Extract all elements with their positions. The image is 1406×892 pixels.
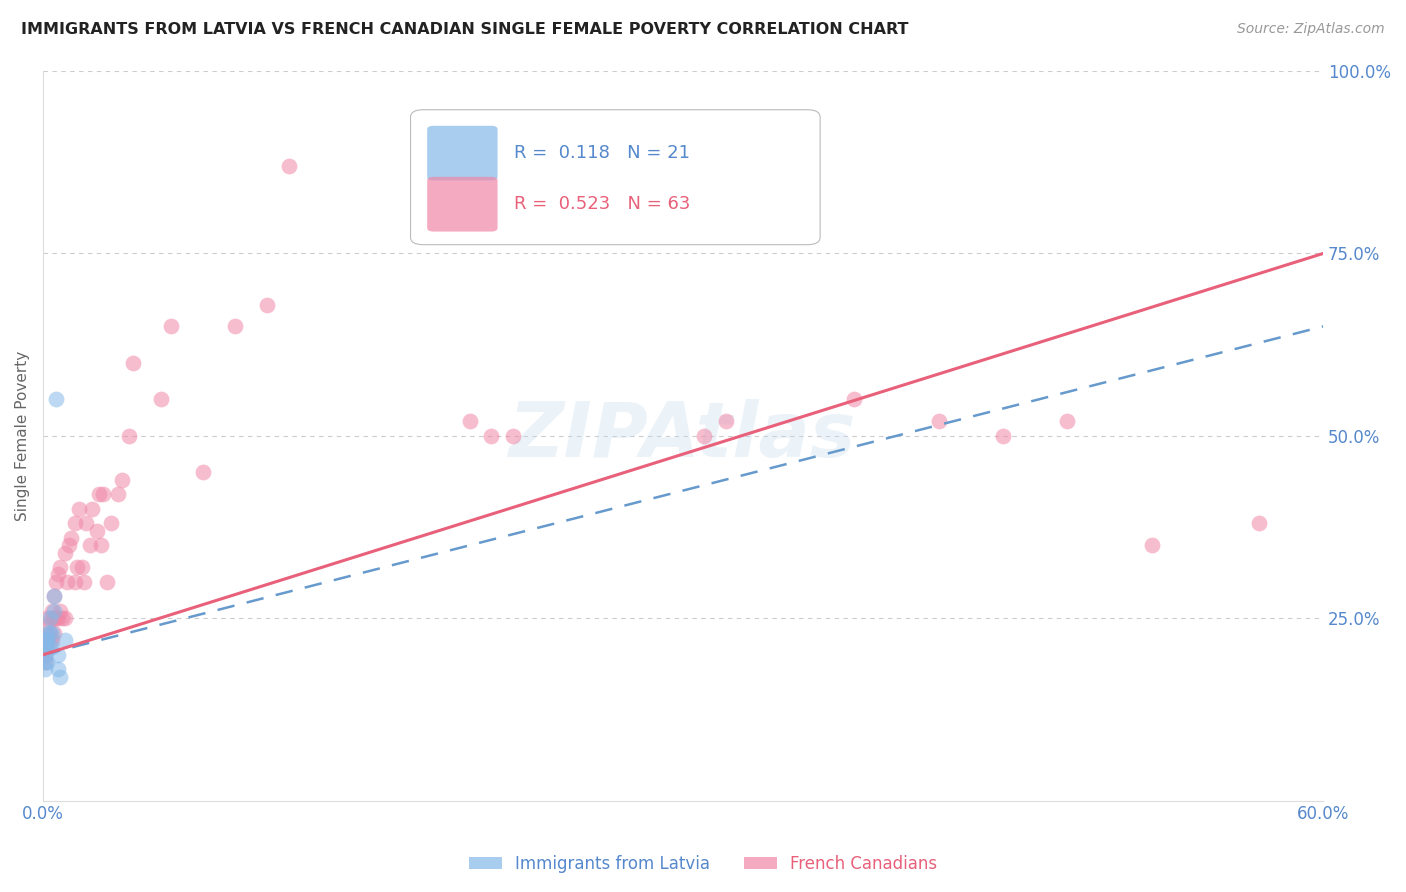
Point (37, 611, 59, 625)
Point (1249, 516, 1271, 531)
Point (149, 392, 172, 407)
Point (90, 538, 112, 552)
Point (45, 392, 67, 407)
Point (70, 560, 93, 574)
Point (38, 633, 60, 648)
Point (928, 414, 950, 428)
Point (34, 633, 56, 648)
Point (256, 297, 278, 311)
Point (1142, 538, 1164, 552)
Point (37, 633, 59, 648)
Point (117, 429, 139, 443)
Point (34, 640, 56, 655)
Point (49, 670, 72, 684)
Point (100, 516, 122, 531)
Point (37, 633, 59, 648)
Point (87, 487, 110, 501)
Point (42, 590, 65, 604)
Point (63, 516, 86, 531)
Point (79, 538, 101, 552)
Point (224, 319, 246, 334)
Point (38, 625, 60, 640)
Point (693, 429, 716, 443)
Point (45, 574, 67, 589)
Text: R =  0.118   N = 21: R = 0.118 N = 21 (515, 145, 690, 162)
Point (41, 633, 63, 648)
Legend: Immigrants from Latvia, French Canadians: Immigrants from Latvia, French Canadians (463, 848, 943, 880)
Point (45, 611, 67, 625)
Point (37, 640, 59, 655)
Text: ZIPAtlas: ZIPAtlas (509, 399, 856, 473)
Point (34, 662, 56, 676)
Point (46, 662, 69, 676)
Point (1056, 414, 1078, 428)
Point (121, 356, 143, 370)
Point (73, 574, 96, 589)
Point (42, 604, 65, 618)
FancyBboxPatch shape (411, 110, 820, 244)
Point (458, 414, 481, 428)
Point (53, 611, 76, 625)
Point (58, 538, 80, 552)
Point (38, 640, 60, 655)
Point (111, 473, 134, 487)
Point (38, 611, 60, 625)
Point (46, 648, 69, 662)
Point (37, 625, 59, 640)
Point (91, 487, 114, 501)
Point (34, 648, 56, 662)
Point (75, 516, 97, 531)
Point (69, 501, 91, 516)
Point (41, 640, 63, 655)
Point (53, 633, 76, 648)
Point (38, 625, 60, 640)
Point (46, 567, 69, 582)
Point (66, 560, 89, 574)
Point (41, 625, 63, 640)
Point (842, 392, 865, 407)
Point (42, 611, 65, 625)
Text: IMMIGRANTS FROM LATVIA VS FRENCH CANADIAN SINGLE FEMALE POVERTY CORRELATION CHAR: IMMIGRANTS FROM LATVIA VS FRENCH CANADIA… (21, 22, 908, 37)
Point (86, 524, 108, 538)
Point (42, 625, 65, 640)
Point (55, 574, 77, 589)
Point (49, 560, 72, 574)
Point (277, 159, 299, 173)
Point (34, 648, 56, 662)
Point (63, 574, 86, 589)
Point (41, 611, 63, 625)
Point (991, 429, 1014, 443)
Point (42, 590, 65, 604)
Text: R =  0.523   N = 63: R = 0.523 N = 63 (515, 195, 690, 213)
Point (479, 429, 502, 443)
Point (34, 655, 56, 669)
Point (714, 414, 737, 428)
Point (51, 611, 73, 625)
Point (49, 604, 72, 618)
Point (37, 655, 59, 669)
Point (37, 618, 59, 632)
Point (82, 501, 104, 516)
Y-axis label: Single Female Poverty: Single Female Poverty (15, 351, 30, 521)
Point (34, 640, 56, 655)
Point (41, 604, 63, 618)
Point (193, 466, 215, 480)
Point (107, 487, 129, 501)
FancyBboxPatch shape (427, 177, 498, 232)
Point (34, 655, 56, 669)
Point (34, 633, 56, 648)
Point (53, 545, 76, 559)
Point (59, 531, 82, 545)
Point (160, 319, 183, 334)
Point (46, 611, 69, 625)
FancyBboxPatch shape (427, 126, 498, 180)
Text: Source: ZipAtlas.com: Source: ZipAtlas.com (1237, 22, 1385, 37)
Point (502, 429, 524, 443)
Point (96, 574, 118, 589)
